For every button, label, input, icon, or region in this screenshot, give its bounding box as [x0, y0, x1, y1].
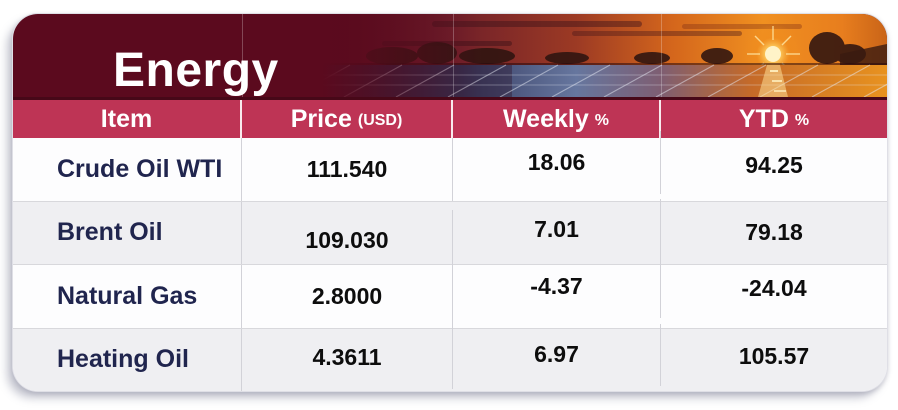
- column-header-price: Price (USD): [242, 100, 453, 138]
- table-row: Brent Oil 109.030 7.01 79.18: [13, 198, 887, 272]
- item-name: Crude Oil WTI: [13, 138, 242, 201]
- ytd-value: 105.57: [738, 343, 810, 370]
- table-header-row: Item Price (USD) Weekly % YTD %: [13, 97, 887, 138]
- item-name: Heating Oil: [13, 328, 242, 391]
- item-name: Natural Gas: [13, 265, 242, 328]
- page-title: Energy: [113, 44, 279, 97]
- banner-column-divider: [453, 14, 454, 97]
- weekly-value: 7.01: [453, 198, 661, 261]
- ytd-value: -24.04: [741, 274, 807, 301]
- ytd-value: 94.25: [745, 151, 803, 178]
- sunset-solar-panels-photo: [322, 14, 887, 97]
- column-unit: (USD): [357, 112, 403, 129]
- banner: Energy: [13, 14, 887, 97]
- table-body: Crude Oil WTI 111.540 18.06 94.25 Brent …: [13, 131, 887, 391]
- table-row: Heating Oil 4.3611 6.97 105.57: [13, 323, 887, 391]
- energy-price-card: Energy: [12, 13, 888, 392]
- column-label: Weekly: [503, 104, 589, 133]
- column-header-ytd: YTD %: [661, 100, 887, 138]
- price-value: 2.8000: [242, 265, 453, 328]
- table-row: Crude Oil WTI 111.540 18.06 94.25: [13, 131, 887, 201]
- banner-column-divider: [242, 14, 243, 97]
- weekly-value: 6.97: [453, 323, 661, 386]
- column-header-item: Item: [13, 100, 242, 138]
- table-row: Natural Gas 2.8000 -4.37 -24.04: [13, 255, 887, 328]
- price-value: 109.030: [242, 209, 453, 272]
- column-unit: %: [594, 112, 609, 129]
- price-value: 111.540: [242, 138, 453, 201]
- column-unit: %: [794, 112, 810, 129]
- column-header-weekly: Weekly %: [453, 100, 661, 138]
- item-name: Brent Oil: [13, 201, 242, 264]
- weekly-value: -4.37: [453, 255, 661, 318]
- ytd-value: 79.18: [745, 219, 803, 246]
- column-label: Item: [100, 104, 153, 133]
- column-label: YTD: [738, 104, 789, 133]
- price-value: 4.3611: [242, 326, 453, 389]
- weekly-value: 18.06: [453, 131, 661, 194]
- column-label: Price: [290, 104, 352, 133]
- banner-column-divider: [661, 14, 662, 97]
